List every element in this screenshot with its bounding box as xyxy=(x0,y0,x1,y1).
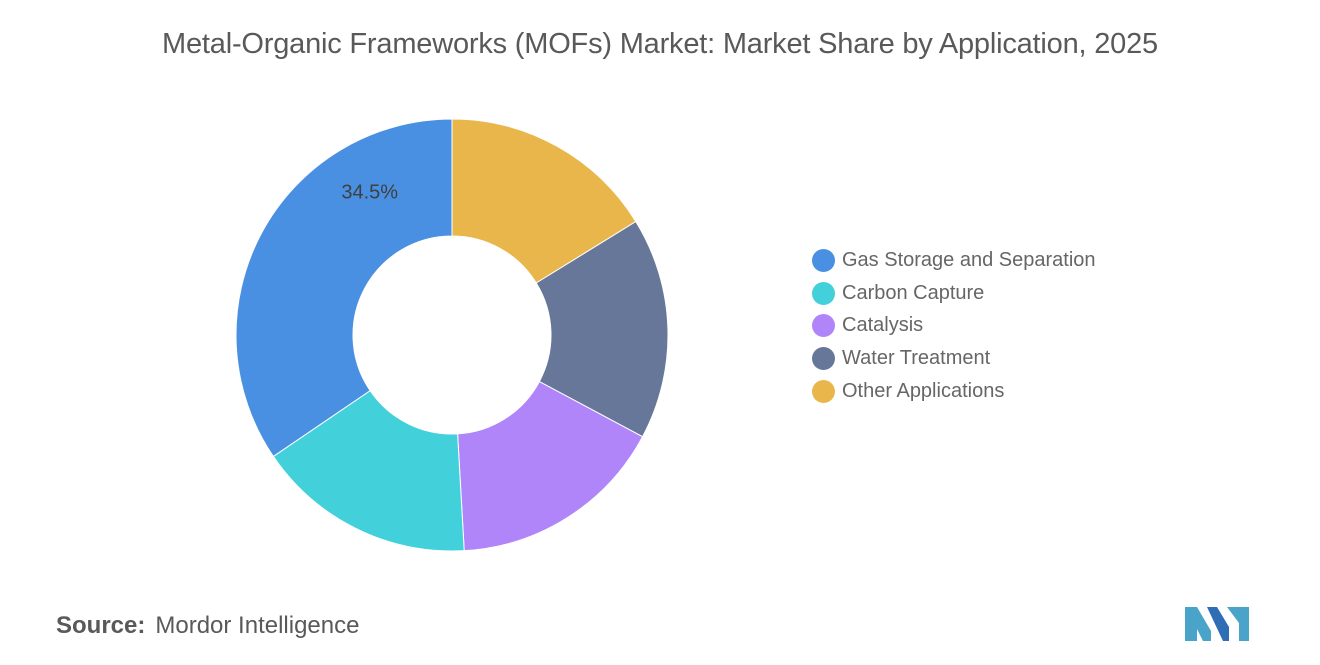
legend-label: Carbon Capture xyxy=(842,281,985,304)
logo-mid-part xyxy=(1207,607,1229,641)
legend-label: Gas Storage and Separation xyxy=(842,248,1096,271)
legend-item-other-applications[interactable]: Other Applications xyxy=(812,375,1096,408)
slice-gas-storage-and-separation[interactable] xyxy=(235,118,453,458)
legend-item-water-treatment[interactable]: Water Treatment xyxy=(812,342,1096,375)
legend: Gas Storage and Separation Carbon Captur… xyxy=(812,244,1096,407)
legend-swatch xyxy=(812,281,835,305)
slice-carbon-capture[interactable] xyxy=(272,389,465,552)
slice-data-label: 34.5% xyxy=(341,181,398,203)
legend-label: Other Applications xyxy=(842,379,1005,402)
legend-item-catalysis[interactable]: Catalysis xyxy=(812,309,1096,342)
chart-title: Metal-Organic Frameworks (MOFs) Market: … xyxy=(162,28,1158,60)
logo-right-part xyxy=(1227,607,1249,641)
slice-other-applications[interactable] xyxy=(451,118,637,284)
legend-item-carbon-capture[interactable]: Carbon Capture xyxy=(812,277,1096,310)
legend-label: Water Treatment xyxy=(842,346,991,369)
legend-label: Catalysis xyxy=(842,314,924,337)
legend-swatch xyxy=(812,314,835,338)
logo-left-part xyxy=(1185,607,1211,641)
slice-catalysis[interactable] xyxy=(457,380,644,552)
legend-swatch xyxy=(812,346,835,370)
mordor-intelligence-logo xyxy=(1185,607,1249,641)
source-key: Source: xyxy=(56,612,146,639)
legend-swatch xyxy=(812,379,835,403)
donut-chart: 34.5% xyxy=(235,118,669,552)
legend-item-gas-storage[interactable]: Gas Storage and Separation xyxy=(812,244,1096,277)
source-note: Source: Mordor Intelligence xyxy=(56,612,359,640)
slice-water-treatment[interactable] xyxy=(535,220,669,438)
source-value: Mordor Intelligence xyxy=(155,612,360,639)
legend-swatch xyxy=(812,248,835,272)
